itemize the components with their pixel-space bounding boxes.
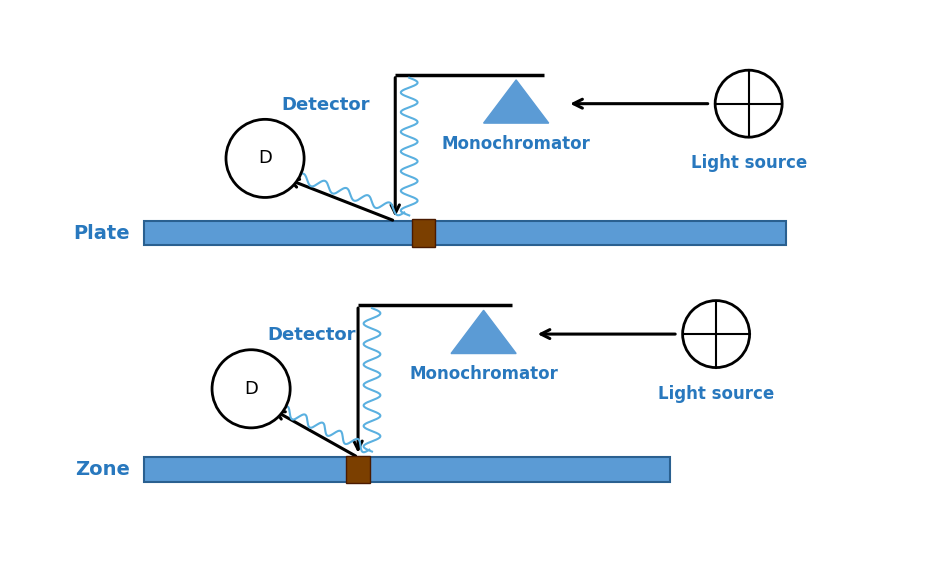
Bar	[346, 456, 370, 483]
Ellipse shape	[715, 70, 782, 137]
Text: Detector: Detector	[267, 326, 356, 344]
Text: Detector: Detector	[281, 96, 370, 113]
Text: Zone: Zone	[75, 460, 130, 479]
Text: Monochromator: Monochromator	[442, 135, 591, 153]
Text: Light source: Light source	[690, 154, 806, 172]
Text: Plate: Plate	[73, 224, 130, 242]
Ellipse shape	[226, 119, 304, 198]
Text: Monochromator: Monochromator	[409, 365, 558, 383]
Text: Light source: Light source	[658, 385, 774, 403]
Bar	[411, 219, 434, 247]
Bar	[144, 457, 670, 482]
Polygon shape	[451, 310, 516, 354]
Text: D: D	[245, 380, 258, 398]
Ellipse shape	[212, 350, 290, 428]
Text: D: D	[259, 149, 272, 168]
Ellipse shape	[683, 301, 750, 367]
Bar	[144, 221, 786, 245]
Polygon shape	[484, 80, 549, 123]
